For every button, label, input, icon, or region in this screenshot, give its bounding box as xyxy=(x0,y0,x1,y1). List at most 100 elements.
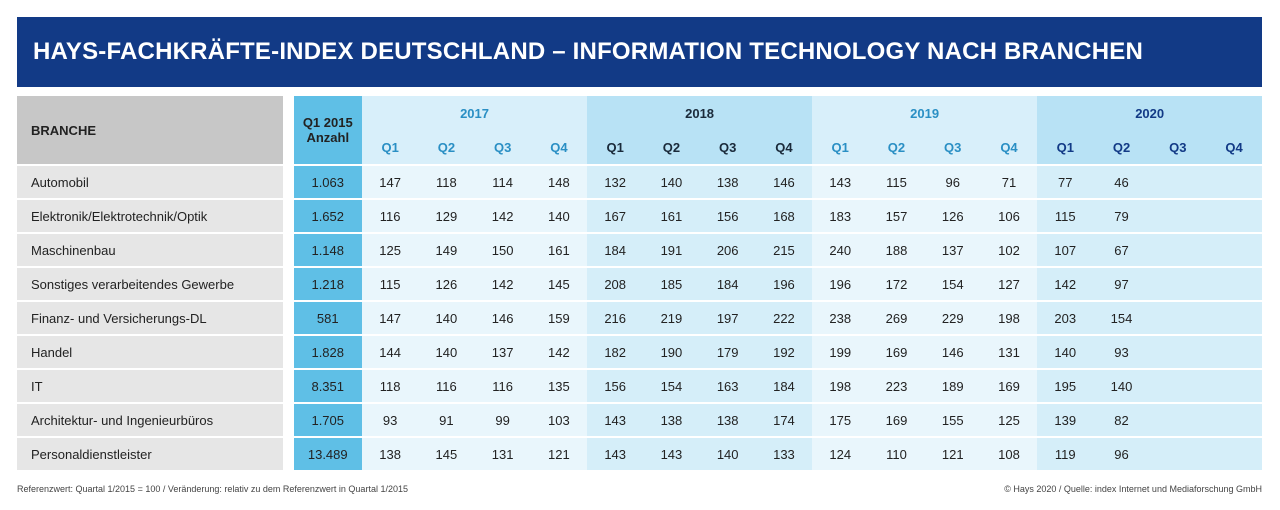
index-value-cell: 189 xyxy=(924,369,981,404)
base-count-cell: 581 xyxy=(288,301,362,336)
index-value-cell: 219 xyxy=(643,301,700,336)
quarter-header-2017-q3: Q3 xyxy=(474,130,531,166)
index-value-cell: 124 xyxy=(812,437,869,472)
index-value-cell: 91 xyxy=(418,403,475,438)
index-value-cell: 115 xyxy=(362,267,419,302)
table-row: Personaldienstleister 13.489 138 145 131 121 1… xyxy=(17,437,1263,472)
index-value-cell: 172 xyxy=(868,267,925,302)
quarter-header-2017-q2: Q2 xyxy=(418,130,475,166)
year-header-row: BRANCHE Q1 2015 Anzahl 2017 2018 2019 20… xyxy=(17,96,1263,166)
base-count-cell: 1.652 xyxy=(288,199,362,234)
table-row: Architektur- und Ingenieurbüros 1.705 93 91… xyxy=(17,403,1263,438)
index-value-cell: 216 xyxy=(587,301,644,336)
index-value-cell: 93 xyxy=(362,403,419,438)
index-value-cell: 161 xyxy=(530,233,588,268)
quarter-header-2020-q1: Q1 xyxy=(1037,130,1094,166)
index-value-cell: 135 xyxy=(530,369,588,404)
branche-cell: Maschinenbau xyxy=(17,233,294,268)
index-value-cell: 97 xyxy=(1093,267,1150,302)
index-value-cell: 197 xyxy=(699,301,756,336)
index-value-cell: 154 xyxy=(1093,301,1150,336)
index-value-cell: 169 xyxy=(980,369,1038,404)
index-value-cell: 125 xyxy=(362,233,419,268)
base-count-cell: 13.489 xyxy=(288,437,362,472)
quarter-header-2020-q3: Q3 xyxy=(1149,130,1206,166)
index-value-cell xyxy=(1149,233,1206,268)
index-value-cell: 139 xyxy=(1037,403,1094,438)
table-body: Automobil 1.063 147 118 114 148 132 140 138 146 14… xyxy=(17,165,1263,472)
index-value-cell: 169 xyxy=(868,335,925,370)
index-value-cell xyxy=(1205,199,1263,234)
index-value-cell xyxy=(1205,335,1263,370)
year-header-2019: 2019 xyxy=(812,96,1038,130)
quarter-header-2020-q2: Q2 xyxy=(1093,130,1150,166)
quarter-header-2018-q1: Q1 xyxy=(587,130,644,166)
base-count-cell: 1.218 xyxy=(288,267,362,302)
index-value-cell: 146 xyxy=(924,335,981,370)
index-value-cell: 114 xyxy=(474,165,531,200)
index-value-cell: 82 xyxy=(1093,403,1150,438)
index-value-cell: 222 xyxy=(755,301,813,336)
index-value-cell: 150 xyxy=(474,233,531,268)
index-value-cell: 129 xyxy=(418,199,475,234)
branche-cell: Finanz- und Versicherungs-DL xyxy=(17,301,294,336)
table-row: Maschinenbau 1.148 125 149 150 161 184 191 206 21… xyxy=(17,233,1263,268)
index-value-cell: 206 xyxy=(699,233,756,268)
index-value-cell: 103 xyxy=(530,403,588,438)
base-column-header: Q1 2015 Anzahl xyxy=(288,96,362,166)
index-value-cell xyxy=(1149,199,1206,234)
index-value-cell: 96 xyxy=(1093,437,1150,472)
index-value-cell: 161 xyxy=(643,199,700,234)
index-value-cell: 157 xyxy=(868,199,925,234)
base-header-line2: Anzahl xyxy=(306,130,350,145)
index-value-cell: 175 xyxy=(812,403,869,438)
footnote-source: © Hays 2020 / Quelle: index Internet und… xyxy=(1004,484,1262,494)
branche-cell: Elektronik/Elektrotechnik/Optik xyxy=(17,199,294,234)
table-row: Elektronik/Elektrotechnik/Optik 1.652 116 1… xyxy=(17,199,1263,234)
index-value-cell: 132 xyxy=(587,165,644,200)
base-count-cell: 8.351 xyxy=(288,369,362,404)
title-bar: HAYS-FACHKRÄFTE-INDEX DEUTSCHLAND – INFO… xyxy=(17,17,1262,87)
index-value-cell: 174 xyxy=(755,403,813,438)
index-value-cell: 238 xyxy=(812,301,869,336)
quarter-header-2018-q2: Q2 xyxy=(643,130,700,166)
index-value-cell: 184 xyxy=(699,267,756,302)
index-value-cell xyxy=(1149,165,1206,200)
index-value-cell: 149 xyxy=(418,233,475,268)
index-value-cell: 182 xyxy=(587,335,644,370)
index-value-cell: 223 xyxy=(868,369,925,404)
index-value-cell: 143 xyxy=(587,437,644,472)
index-value-cell: 140 xyxy=(1037,335,1094,370)
index-value-cell: 127 xyxy=(980,267,1038,302)
index-value-cell: 115 xyxy=(868,165,925,200)
branche-cell: Personaldienstleister xyxy=(17,437,294,472)
index-value-cell: 119 xyxy=(1037,437,1094,472)
index-value-cell: 77 xyxy=(1037,165,1094,200)
table-row: Finanz- und Versicherungs-DL 581 147 140 146… xyxy=(17,301,1263,336)
index-value-cell: 142 xyxy=(474,267,531,302)
index-value-cell: 155 xyxy=(924,403,981,438)
index-value-cell: 215 xyxy=(755,233,813,268)
index-value-cell: 143 xyxy=(587,403,644,438)
index-value-cell: 156 xyxy=(587,369,644,404)
index-value-cell: 148 xyxy=(530,165,588,200)
base-count-cell: 1.705 xyxy=(288,403,362,438)
index-value-cell: 138 xyxy=(699,165,756,200)
index-value-cell: 106 xyxy=(980,199,1038,234)
index-value-cell: 140 xyxy=(699,437,756,472)
index-value-cell: 154 xyxy=(924,267,981,302)
index-value-cell: 163 xyxy=(699,369,756,404)
index-value-cell xyxy=(1205,437,1263,472)
index-value-cell: 93 xyxy=(1093,335,1150,370)
branche-cell: IT xyxy=(17,369,294,404)
index-value-cell: 131 xyxy=(474,437,531,472)
index-value-cell: 107 xyxy=(1037,233,1094,268)
index-value-cell: 154 xyxy=(643,369,700,404)
index-value-cell xyxy=(1149,403,1206,438)
index-value-cell: 147 xyxy=(362,301,419,336)
index-value-cell: 143 xyxy=(643,437,700,472)
branche-cell: Architektur- und Ingenieurbüros xyxy=(17,403,294,438)
base-count-cell: 1.828 xyxy=(288,335,362,370)
index-value-cell: 138 xyxy=(643,403,700,438)
index-value-cell: 138 xyxy=(699,403,756,438)
